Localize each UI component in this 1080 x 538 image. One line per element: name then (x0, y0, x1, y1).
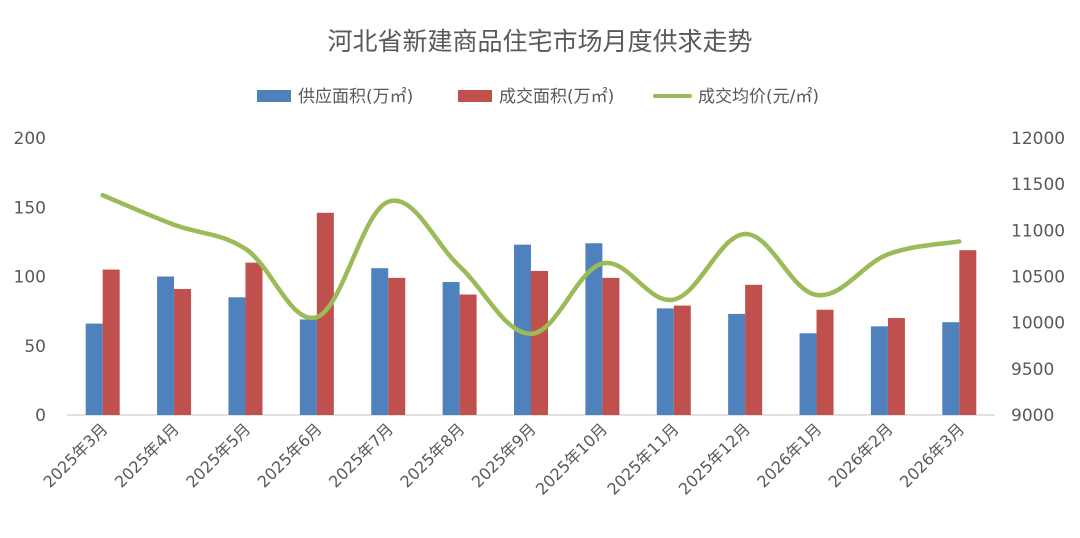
deal-bar (102, 269, 120, 415)
price-line (100, 192, 962, 336)
y-right-tick-label: 9500 (1011, 360, 1054, 380)
deal-bar (174, 288, 192, 415)
legend-swatch-supply (257, 90, 291, 102)
y-axis-left: 0 50 100 150 200 (14, 129, 46, 426)
y-right-tick-label: 11500 (1011, 175, 1065, 195)
supply-bar (656, 308, 674, 415)
y-right-tick-label: 10500 (1011, 268, 1065, 288)
y-left-tick-label: 0 (35, 406, 46, 426)
deal-bar (887, 318, 905, 415)
x-tick-label: 2026年1月 (753, 419, 825, 491)
x-tick-label: 2025年12月 (675, 419, 754, 498)
supply-bar (85, 323, 103, 415)
supply-bar (728, 313, 746, 415)
x-tick-label: 2025年9月 (468, 419, 540, 491)
deal-bar (531, 270, 548, 415)
x-tick-label: 2025年6月 (254, 419, 326, 491)
y-right-tick-label: 9000 (1011, 406, 1054, 426)
supply-bar (228, 297, 246, 415)
x-tick-label: 2025年10月 (532, 419, 611, 498)
price-line-layer (100, 192, 962, 336)
x-tick-label: 2026年2月 (825, 419, 897, 491)
supply-bar (514, 244, 531, 415)
deal-bar (673, 305, 691, 415)
deal-bar (388, 277, 406, 415)
x-tick-label: 2025年5月 (182, 419, 254, 491)
supply-bar (299, 319, 317, 415)
deal-bar (816, 309, 834, 415)
x-axis-ticks: 2025年3月 2025年4月 2025年5月 2025年6月 2025年7月 2025年… (39, 419, 968, 498)
x-tick-label: 2025年7月 (325, 419, 397, 491)
supply-bar (371, 268, 389, 415)
deal-bar (745, 284, 763, 415)
y-right-tick-label: 10000 (1011, 314, 1065, 334)
deal-bar (602, 277, 620, 415)
y-left-tick-label: 100 (14, 268, 46, 288)
legend-label-deal: 成交面积(万㎡) (499, 87, 614, 107)
x-tick-label: 2026年3月 (896, 419, 968, 491)
legend-label-price: 成交均价(元/㎡) (698, 87, 819, 107)
y-right-tick-label: 12000 (1011, 129, 1065, 149)
legend-swatch-deal (458, 90, 492, 102)
deal-bar (245, 262, 263, 415)
supply-bar (442, 282, 460, 415)
x-tick-label: 2025年3月 (39, 419, 111, 491)
supply-bar (157, 276, 175, 415)
x-tick-label: 2025年8月 (396, 419, 468, 491)
deal-bar (959, 250, 977, 415)
y-right-tick-label: 11000 (1011, 221, 1065, 241)
y-axis-right: 9000 9500 10000 10500 11000 11500 12000 (1011, 129, 1065, 426)
legend-label-supply: 供应面积(万㎡) (298, 87, 413, 107)
chart-title: 河北省新建商品住宅市场月度供求走势 (327, 27, 752, 56)
x-tick-label: 2025年4月 (111, 419, 183, 491)
y-left-tick-label: 200 (14, 129, 46, 149)
x-tick-label: 2025年11月 (603, 419, 682, 498)
bars (85, 212, 977, 415)
y-left-tick-label: 50 (24, 337, 46, 357)
deal-bar (459, 294, 477, 415)
supply-bar (799, 333, 817, 415)
supply-bar (870, 326, 888, 415)
supply-bar (942, 322, 960, 415)
legend: 供应面积(万㎡) 成交面积(万㎡) 成交均价(元/㎡) (257, 87, 819, 107)
y-left-tick-label: 150 (14, 198, 46, 218)
supply-bar (585, 243, 603, 415)
